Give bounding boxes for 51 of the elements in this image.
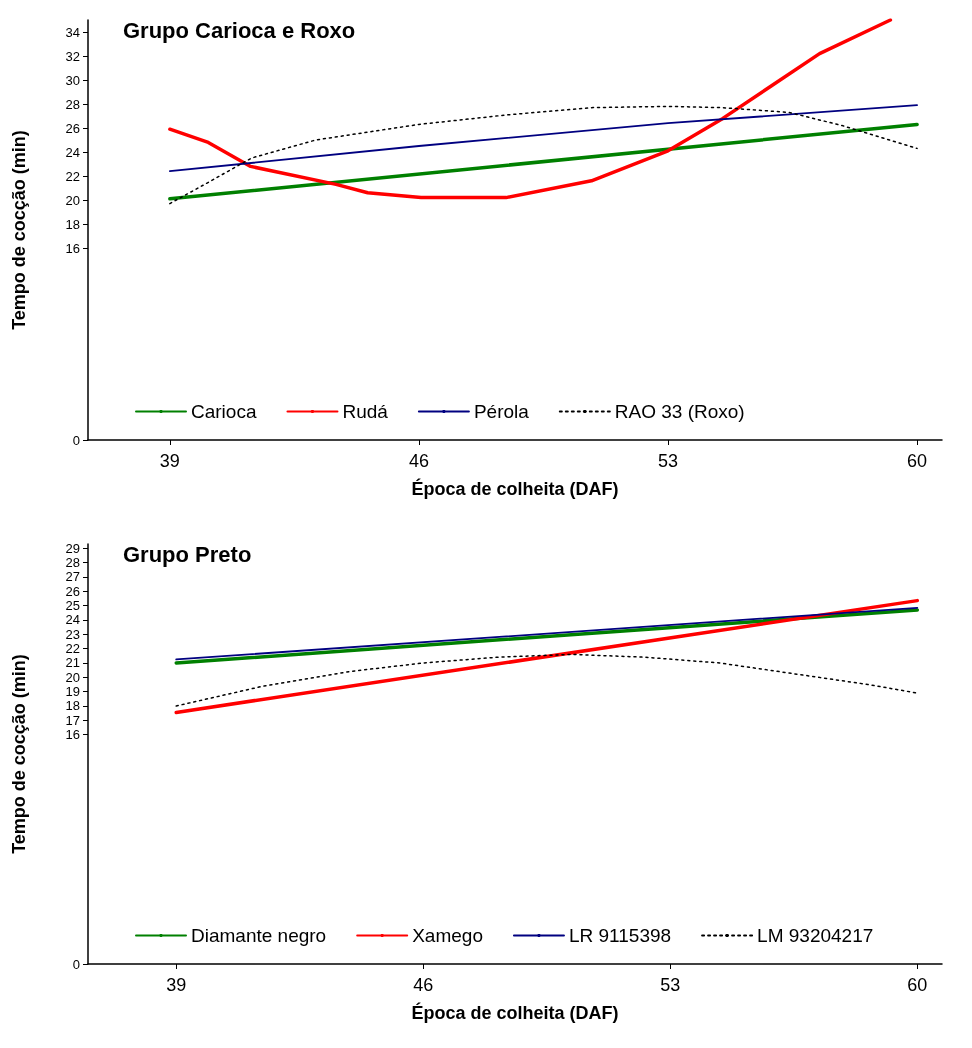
y-tick-label: 27 [65, 569, 80, 585]
y-tick-label: 23 [65, 626, 80, 642]
y-tick-label: 28 [65, 555, 80, 571]
y-tick-label: 24 [65, 612, 80, 628]
y-tick-label: 22 [65, 641, 80, 657]
y-tick-label: 26 [65, 120, 80, 136]
y-tick-label: 30 [65, 72, 80, 88]
legend-label: Xamego [412, 925, 483, 946]
y-tick-label: 28 [65, 96, 80, 112]
x-tick-label: 53 [657, 451, 679, 471]
y-tick-label: 19 [65, 684, 80, 700]
y-tick-label: 24 [65, 144, 80, 160]
y-tick-label: 16 [65, 240, 80, 256]
x-tick-label: 39 [166, 975, 187, 995]
y-tick-label: 0 [72, 956, 80, 972]
x-tick-label: 53 [660, 975, 681, 995]
y-tick-label: 16 [65, 727, 80, 743]
y-tick-label: 18 [65, 698, 80, 714]
y-tick-label: 29 [65, 540, 80, 556]
x-axis-title: Época de colheita (DAF) [411, 478, 619, 499]
legend-label: Pérola [473, 401, 530, 422]
y-tick-label: 34 [65, 24, 80, 40]
x-tick-label: 60 [907, 451, 928, 471]
legend-label: Carioca [191, 401, 257, 422]
legend-label: LM 93204217 [757, 925, 874, 946]
y-tick-label: 18 [65, 216, 80, 232]
legend-label: Rudá [342, 401, 389, 422]
legend-label: RAO 33 (Roxo) [614, 401, 745, 422]
x-tick-label: 46 [413, 975, 434, 995]
x-axis-title: Época de colheita (DAF) [411, 1002, 619, 1023]
y-tick-label: 22 [65, 168, 80, 184]
line-series [169, 105, 918, 205]
y-tick-label: 0 [72, 432, 80, 448]
chart-title: Grupo Carioca e Roxo [123, 17, 356, 43]
y-tick-label: 17 [65, 712, 80, 728]
legend-label: Diamante negro [191, 925, 327, 946]
line-series [175, 653, 919, 707]
y-tick-label: 20 [65, 669, 80, 685]
y-tick-label: 32 [65, 48, 80, 64]
y-tick-label: 20 [65, 192, 80, 208]
x-tick-label: 60 [907, 975, 928, 995]
line-series [168, 104, 918, 173]
y-tick-label: 25 [65, 598, 80, 614]
x-tick-label: 46 [408, 451, 429, 471]
legend-label: LR 9115398 [568, 925, 672, 946]
y-axis-title: Tempo de cocção (min) [9, 654, 29, 854]
x-tick-label: 39 [159, 451, 180, 471]
y-tick-label: 26 [65, 583, 80, 599]
y-tick-label: 21 [65, 655, 80, 671]
y-axis-title: Tempo de cocção (min) [9, 130, 29, 330]
chart-title: Grupo Preto [123, 541, 252, 567]
